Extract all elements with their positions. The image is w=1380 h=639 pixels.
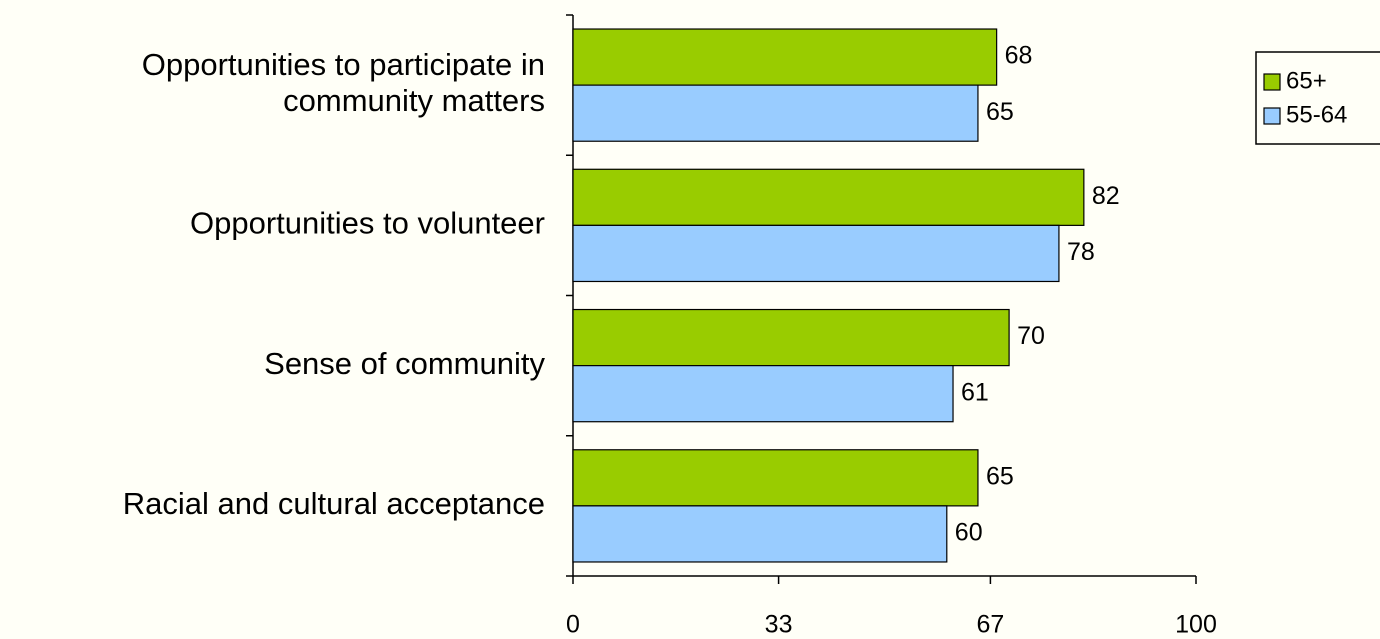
category-label: Opportunities to participate in community…	[142, 47, 545, 118]
data-label: 82	[1092, 182, 1120, 210]
category-label: Racial and cultural acceptance	[123, 486, 545, 521]
data-label: 60	[955, 519, 983, 547]
category-label: Opportunities to volunteer	[190, 206, 545, 241]
legend-swatch	[1263, 107, 1281, 125]
x-tick-label: 0	[566, 611, 580, 639]
bar	[572, 168, 1085, 226]
x-tick-label: 100	[1175, 611, 1217, 639]
bar	[572, 365, 954, 423]
bar	[572, 224, 1060, 283]
legend-box	[1255, 51, 1380, 145]
legend-swatch	[1263, 73, 1281, 91]
data-label: 61	[961, 378, 989, 406]
data-label: 65	[986, 462, 1014, 490]
bar	[572, 308, 1010, 367]
category-line: Opportunities to participate in	[142, 47, 545, 82]
data-label: 78	[1067, 238, 1095, 266]
data-label: 68	[1005, 42, 1033, 70]
category-label: Sense of community	[264, 346, 545, 381]
bar	[572, 449, 979, 507]
legend-label: 55-64	[1286, 101, 1347, 128]
data-label: 70	[1017, 322, 1045, 350]
x-tick-label: 67	[977, 611, 1005, 639]
bar	[572, 505, 948, 563]
data-label: 65	[986, 98, 1014, 126]
legend-label: 65+	[1286, 67, 1327, 94]
category-line: community matters	[283, 83, 545, 118]
x-tick-label: 33	[765, 611, 793, 639]
bar	[572, 28, 998, 86]
bar	[572, 84, 979, 142]
